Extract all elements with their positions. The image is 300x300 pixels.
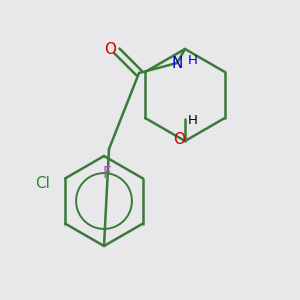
Text: N: N	[171, 56, 183, 70]
Text: F: F	[103, 167, 111, 182]
Text: O: O	[104, 41, 116, 56]
Text: Cl: Cl	[36, 176, 50, 191]
Text: O: O	[173, 131, 185, 146]
Text: H: H	[188, 53, 198, 67]
Text: H: H	[188, 113, 198, 127]
